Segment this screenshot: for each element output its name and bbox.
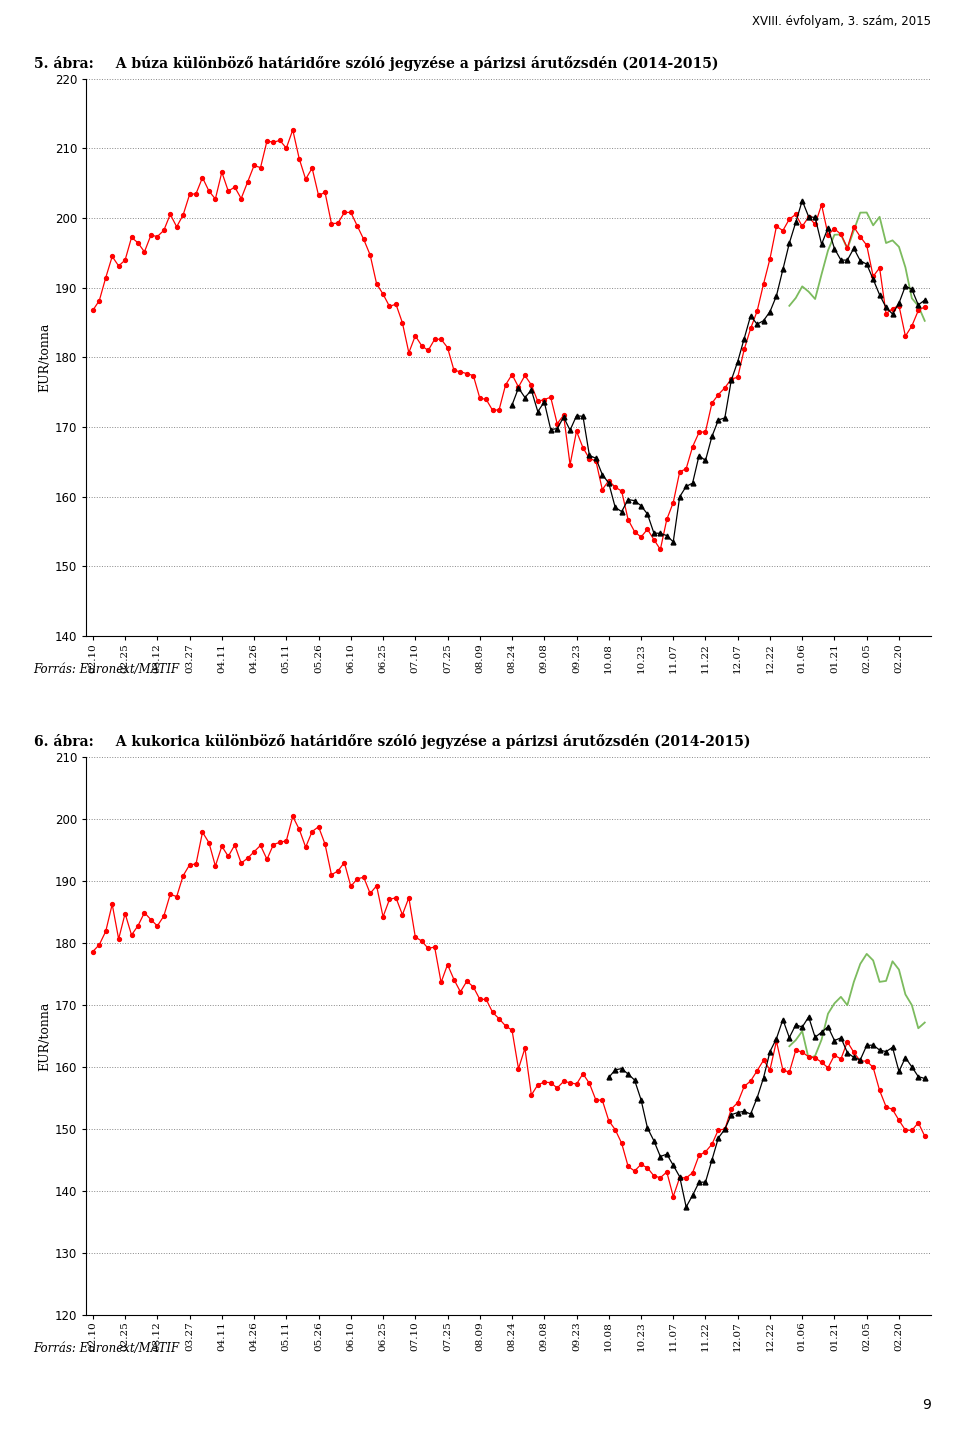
Y-axis label: EUR/tonna: EUR/tonna: [37, 323, 51, 392]
Text: 6. ábra:: 6. ábra:: [34, 735, 93, 749]
Legend: 2015. március, 2015. május, 2015. szeptember: 2015. március, 2015. május, 2015. szepte…: [282, 763, 735, 786]
Text: Forrás: Euronext/MATIF: Forrás: Euronext/MATIF: [34, 1342, 180, 1355]
Text: A búza különböző határidőre szóló jegyzése a párizsi árutőzsdén (2014-2015): A búza különböző határidőre szóló jegyzé…: [106, 57, 718, 71]
Text: Forrás: Euronext/MATIF: Forrás: Euronext/MATIF: [34, 663, 180, 676]
Text: 5. ábra:: 5. ábra:: [34, 57, 93, 71]
Text: XVIII. évfolyam, 3. szám, 2015: XVIII. évfolyam, 3. szám, 2015: [753, 14, 931, 29]
Y-axis label: EUR/tonna: EUR/tonna: [37, 1002, 51, 1070]
Text: A kukorica különböző határidőre szóló jegyzése a párizsi árutőzsdén (2014-2015): A kukorica különböző határidőre szóló je…: [106, 735, 750, 749]
Text: 9: 9: [923, 1398, 931, 1412]
